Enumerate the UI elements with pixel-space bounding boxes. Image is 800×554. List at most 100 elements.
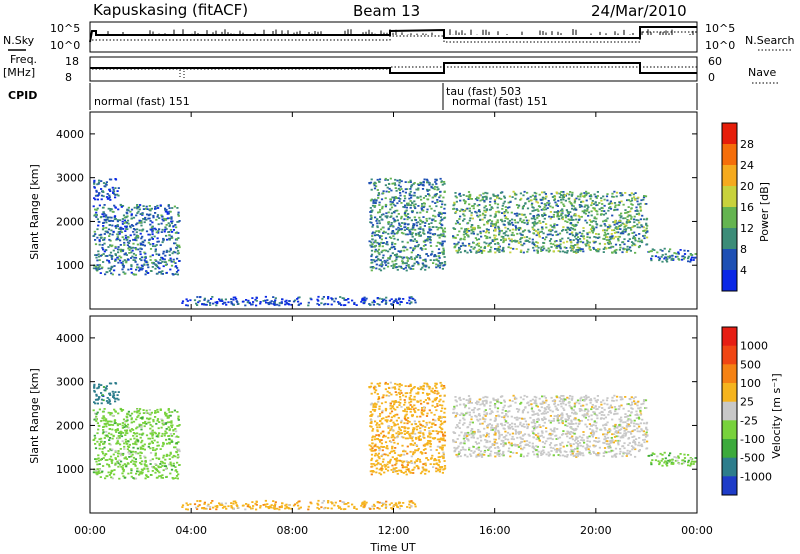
- scatter-cell: [395, 470, 398, 472]
- scatter-cell: [486, 230, 489, 232]
- scatter-cell: [400, 421, 403, 424]
- scatter-cell: [376, 445, 379, 448]
- scatter-cell: [154, 245, 157, 248]
- scatter-cell: [549, 446, 552, 449]
- scatter-cell: [521, 411, 524, 414]
- scatter-cell: [582, 250, 585, 253]
- scatter-cell: [105, 425, 108, 428]
- scatter-cell: [147, 233, 150, 236]
- scatter-cell: [379, 228, 383, 231]
- scatter-cell: [389, 460, 392, 463]
- scatter-cell: [120, 460, 123, 463]
- scatter-cell: [547, 204, 550, 206]
- scatter-cell: [423, 382, 426, 385]
- scatter-cell: [419, 460, 422, 463]
- scatter-cell: [498, 435, 501, 438]
- scatter-cell: [148, 238, 151, 241]
- scatter-cell: [411, 415, 414, 418]
- scatter-cell: [524, 216, 527, 219]
- scatter-cell: [172, 464, 175, 467]
- scatter-cell: [378, 181, 381, 183]
- scatter-cell: [441, 224, 444, 227]
- scatter-cell: [632, 193, 635, 196]
- scatter-cell: [596, 191, 599, 193]
- scatter-cell: [108, 224, 111, 226]
- scatter-cell: [455, 200, 458, 203]
- scatter-cell: [436, 201, 439, 203]
- scatter-cell: [396, 197, 399, 199]
- scatter-cell: [410, 196, 413, 199]
- scatter-cell: [114, 258, 117, 261]
- scatter-cell: [363, 296, 366, 299]
- scatter-cell: [369, 385, 373, 388]
- scatter-cell: [430, 389, 433, 392]
- scatter-cell: [177, 415, 180, 418]
- scatter-cell: [641, 225, 644, 228]
- scatter-cell: [376, 303, 379, 305]
- scatter-cell: [136, 204, 139, 206]
- scatter-cell: [102, 443, 105, 445]
- scatter-cell: [513, 212, 516, 215]
- scatter-cell: [464, 232, 467, 235]
- scatter-cell: [566, 221, 569, 223]
- scatter-cell: [627, 233, 630, 236]
- scatter-cell: [534, 218, 537, 221]
- scatter-cell: [466, 234, 469, 236]
- scatter-cell: [634, 414, 637, 416]
- scatter-cell: [109, 190, 112, 192]
- scatter-cell: [463, 200, 466, 202]
- scatter-cell: [165, 413, 168, 415]
- scatter-cell: [541, 198, 544, 201]
- scatter-cell: [138, 208, 141, 211]
- scatter-cell: [550, 246, 553, 248]
- scatter-cell: [111, 390, 114, 393]
- scatter-cell: [467, 198, 470, 200]
- scatter-cell: [101, 432, 105, 435]
- scatter-cell: [127, 236, 130, 239]
- scatter-cell: [580, 215, 583, 218]
- scatter-cell: [378, 220, 381, 222]
- scatter-cell: [657, 256, 660, 259]
- scatter-cell: [273, 301, 276, 303]
- scatter-cell: [353, 301, 356, 304]
- scatter-cell: [432, 466, 435, 468]
- scatter-cell: [419, 228, 422, 230]
- scatter-cell: [114, 457, 117, 459]
- scatter-cell: [117, 238, 120, 241]
- scatter-cell: [636, 200, 639, 203]
- scatter-cell: [470, 198, 473, 200]
- scatter-cell: [118, 255, 121, 258]
- scatter-cell: [386, 259, 389, 262]
- scatter-cell: [105, 422, 108, 425]
- scatter-cell: [174, 251, 177, 254]
- scatter-cell: [138, 423, 141, 426]
- scatter-cell: [96, 463, 99, 466]
- scatter-cell: [412, 387, 415, 389]
- scatter-cell: [479, 214, 482, 217]
- scatter-cell: [481, 218, 484, 221]
- scatter-cell: [412, 430, 415, 433]
- scatter-cell: [107, 216, 110, 219]
- scatter-cell: [576, 239, 580, 241]
- scatter-cell: [498, 251, 501, 253]
- scatter-cell: [402, 298, 405, 300]
- scatter-cell: [168, 429, 171, 432]
- scatter-cell: [141, 229, 144, 232]
- scatter-cell: [104, 255, 107, 257]
- scatter-cell: [380, 445, 383, 448]
- scatter-cell: [437, 226, 440, 229]
- scatter-cell: [399, 398, 402, 401]
- scatter-cell: [399, 469, 403, 472]
- scatter-cell: [128, 239, 131, 242]
- scatter-cell: [166, 213, 169, 215]
- scatter-cell: [380, 198, 384, 201]
- scatter-cell: [394, 209, 397, 212]
- scatter-cell: [100, 437, 103, 440]
- scatter-cell: [566, 240, 569, 243]
- scatter-cell: [586, 207, 589, 210]
- scatter-cell: [102, 215, 105, 218]
- power-scatter: [92, 177, 697, 307]
- scatter-cell: [166, 442, 169, 445]
- scatter-cell: [114, 429, 117, 432]
- scatter-cell: [136, 447, 139, 450]
